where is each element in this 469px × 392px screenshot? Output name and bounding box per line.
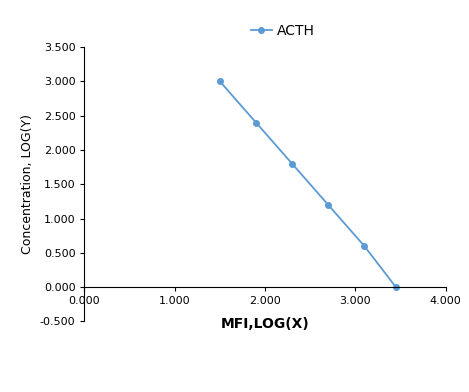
ACTH [393,285,399,289]
Line: ACTH: ACTH [217,78,399,290]
ACTH [362,243,367,249]
ACTH [217,79,223,84]
ACTH [253,120,259,125]
ACTH [289,162,295,166]
Legend: ACTH: ACTH [245,18,321,44]
ACTH [325,202,331,207]
X-axis label: MFI,LOG(X): MFI,LOG(X) [220,317,310,331]
Y-axis label: Concentration, LOG(Y): Concentration, LOG(Y) [21,114,34,254]
